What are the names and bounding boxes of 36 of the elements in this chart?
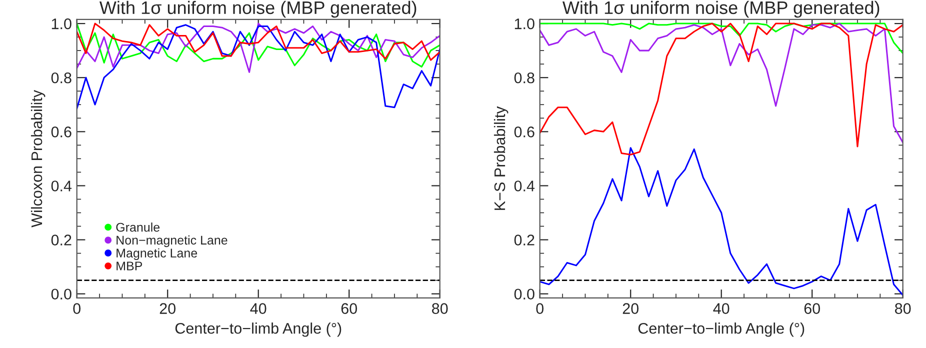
legend-label: Magnetic Lane	[116, 248, 198, 260]
x-tick-label: 20	[622, 303, 639, 314]
x-tick-label: 60	[804, 303, 820, 314]
x-axis-title: Center−to−limb Angle (°)	[175, 322, 342, 337]
y-tick-label: 1.0	[514, 18, 534, 30]
x-tick-label: 40	[713, 303, 730, 314]
y-tick-label: 0.2	[514, 234, 534, 246]
line-series	[540, 147, 903, 296]
y-tick-label: 0.8	[514, 72, 534, 84]
y-tick-label: 0.4	[514, 180, 535, 192]
y-axis-title: Wilcoxon Probability	[30, 90, 46, 228]
x-tick-label: 80	[432, 303, 448, 314]
x-tick-label: 60	[341, 303, 357, 314]
chart-title: With 1σ uniform noise (MBP generated)	[562, 0, 880, 18]
x-tick-label: 0	[73, 303, 81, 314]
x-tick-label: 0	[536, 303, 544, 314]
x-tick-label: 80	[895, 303, 911, 314]
y-tick-label: 0.4	[51, 180, 72, 192]
y-tick-label: 0.0	[51, 288, 72, 300]
x-tick-label: 20	[160, 303, 176, 314]
line-series	[76, 24, 440, 110]
legend-label: Granule	[116, 222, 160, 232]
x-axis-title: Center−to−limb Angle (°)	[638, 322, 804, 337]
legend-label: MBP	[116, 262, 142, 270]
y-tick-label: 0.0	[514, 288, 534, 300]
line-series	[76, 22, 440, 61]
y-axis-title: K−S Probability	[494, 106, 508, 210]
y-tick-label: 0.6	[51, 126, 72, 138]
y-tick-label: 0.2	[51, 234, 72, 246]
y-tick-label: 0.8	[51, 72, 72, 84]
y-tick-label: 1.0	[52, 18, 72, 30]
x-tick-label: 40	[250, 303, 266, 314]
legend-label: Non−magnetic Lane	[116, 235, 228, 248]
line-series	[540, 22, 903, 54]
chart-title: With 1σ uniform noise (MBP generated)	[99, 0, 416, 18]
y-tick-label: 0.6	[514, 126, 534, 138]
